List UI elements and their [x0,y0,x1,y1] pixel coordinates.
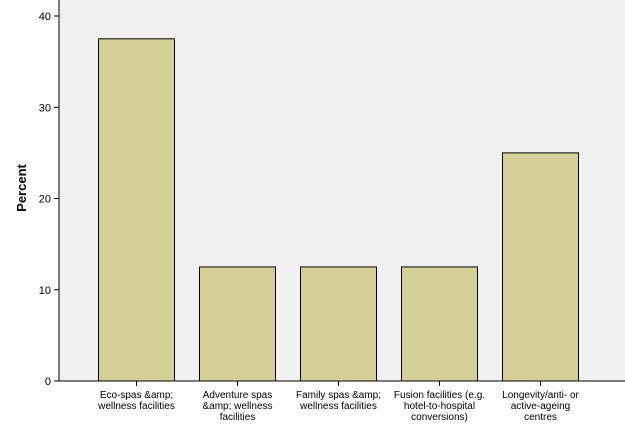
y-tick-label: 10 [39,285,51,297]
x-category-label-line: wellness facilities [97,401,175,412]
bar [300,266,377,382]
x-category-label-line: centres [524,412,557,423]
x-category-label-line: Fusion facilities (e.g. [394,390,485,401]
x-category-label: Family spas &amp; wellness facilities [296,390,381,412]
x-category-label: Eco-spas &amp; wellness facilities [97,390,175,412]
x-category-label-line: Adventure spas [203,390,273,401]
y-ticks-group: 0 10 20 30 40 [39,11,59,388]
x-category-label-line: Eco-spas &amp; [100,390,173,401]
x-category-label: Fusion facilities (e.g. hotel-to-hospital… [394,390,485,423]
x-category-label: Adventure spas &amp; wellness facilities [202,390,272,423]
x-category-label-line: active-ageing [511,401,570,412]
bar [401,266,478,382]
x-category-label-line: Family spas &amp; [296,390,381,401]
x-labels-group: Eco-spas &amp; wellness facilitiesAdventu… [97,381,580,423]
y-tick-label: 30 [39,102,51,114]
x-category-label-line: Longevity/anti- or [502,390,579,401]
bar [502,152,579,382]
y-tick-label: 20 [39,194,51,206]
x-category-label-line: facilities [220,412,256,423]
bar [199,266,276,382]
y-axis-title: Percent [14,163,29,211]
y-tick-label: 0 [45,376,51,388]
x-category-label-line: &amp; wellness [202,401,272,412]
x-category-label-line: conversions) [411,412,468,423]
bars-group [98,38,579,382]
x-category-label-line: wellness facilities [299,401,377,412]
x-category-label-line: hotel-to-hospital [404,401,475,412]
bar [98,38,175,382]
x-category-label: Longevity/anti- or active-ageing centres [502,390,579,423]
y-tick-label: 40 [39,11,51,23]
